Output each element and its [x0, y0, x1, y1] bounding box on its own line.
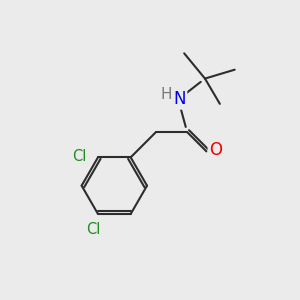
Text: Cl: Cl — [72, 149, 87, 164]
Text: Cl: Cl — [86, 222, 101, 237]
Text: O: O — [209, 141, 222, 159]
Text: H: H — [160, 87, 172, 102]
Text: N: N — [173, 90, 186, 108]
